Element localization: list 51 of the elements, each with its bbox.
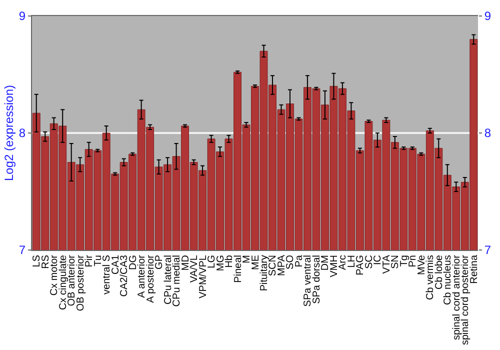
- x-tick-label: Cb lobe: [434, 254, 445, 290]
- x-tick-label: A anterior: [136, 254, 148, 298]
- x-tick-label: SN: [390, 255, 402, 269]
- x-tick-label: LS: [32, 254, 43, 268]
- x-tick-label: Pn: [408, 255, 419, 268]
- x-tick-label: ventral S: [102, 254, 113, 294]
- x-tick-label: CPu medial: [172, 255, 183, 307]
- x-tick-label: GP: [154, 254, 166, 270]
- x-tick-label: SC: [364, 255, 375, 269]
- y-axis-title: Log2 (expression): [2, 84, 16, 182]
- x-tick-label: ME: [250, 254, 262, 270]
- y-tick-label: 9: [18, 9, 26, 24]
- y2-tick-label: 7: [484, 243, 492, 258]
- x-tick-label: OB posterior: [75, 254, 86, 312]
- x-tick-label: Pituitary: [259, 255, 270, 292]
- y-tick-label: 8: [18, 126, 26, 140]
- x-tick-label: CA2/CA3: [119, 254, 130, 297]
- x-tick-label: PAG: [355, 254, 366, 276]
- x-tick-label: MPA: [276, 254, 288, 276]
- x-tick-label: A posterior: [145, 254, 156, 303]
- x-tick-label: spinal cord anterior: [451, 254, 462, 340]
- x-tick-label: Tu: [92, 255, 104, 266]
- x-tick-label: LG: [206, 254, 218, 268]
- y2-tick-label: 9: [484, 9, 492, 24]
- x-tick-label: SCN: [268, 255, 279, 276]
- x-tick-label: DG: [128, 254, 139, 270]
- x-tick-label: Arc: [338, 255, 349, 270]
- x-tick-label: Pa: [294, 254, 305, 268]
- x-tick-label: spinal cord posterior: [460, 254, 472, 346]
- x-tick-label: VPM/VPL: [198, 254, 209, 298]
- x-tick-label: VMH: [328, 255, 340, 278]
- x-tick-label: DM: [320, 255, 332, 271]
- x-tick-label: Retina: [468, 254, 480, 284]
- x-tick-label: Tg: [398, 255, 410, 267]
- x-tick-label: Cb nucleus: [442, 255, 454, 306]
- x-tick-label: MVe: [416, 254, 428, 276]
- x-tick-label: CA1: [110, 254, 122, 274]
- x-tick-label: LH: [346, 255, 358, 268]
- x-tick-label: VTA: [381, 254, 392, 274]
- x-tick-label: SPa dorsal: [311, 255, 322, 304]
- x-tick-label: SO: [285, 254, 296, 270]
- x-tick-label: OB anterior: [66, 254, 78, 306]
- x-tick-label: RS: [40, 254, 52, 269]
- x-tick-label: IC: [372, 255, 384, 265]
- y-tick-label: 7: [18, 243, 26, 258]
- y2-tick-label: 8: [484, 126, 492, 140]
- x-tick-label: Cx cingulate: [58, 254, 69, 310]
- x-tick-label: Hb: [224, 254, 236, 268]
- x-tick-label: Pineal: [232, 255, 244, 283]
- x-tick-label: Pir: [84, 254, 96, 268]
- x-tick-label: M: [242, 255, 252, 264]
